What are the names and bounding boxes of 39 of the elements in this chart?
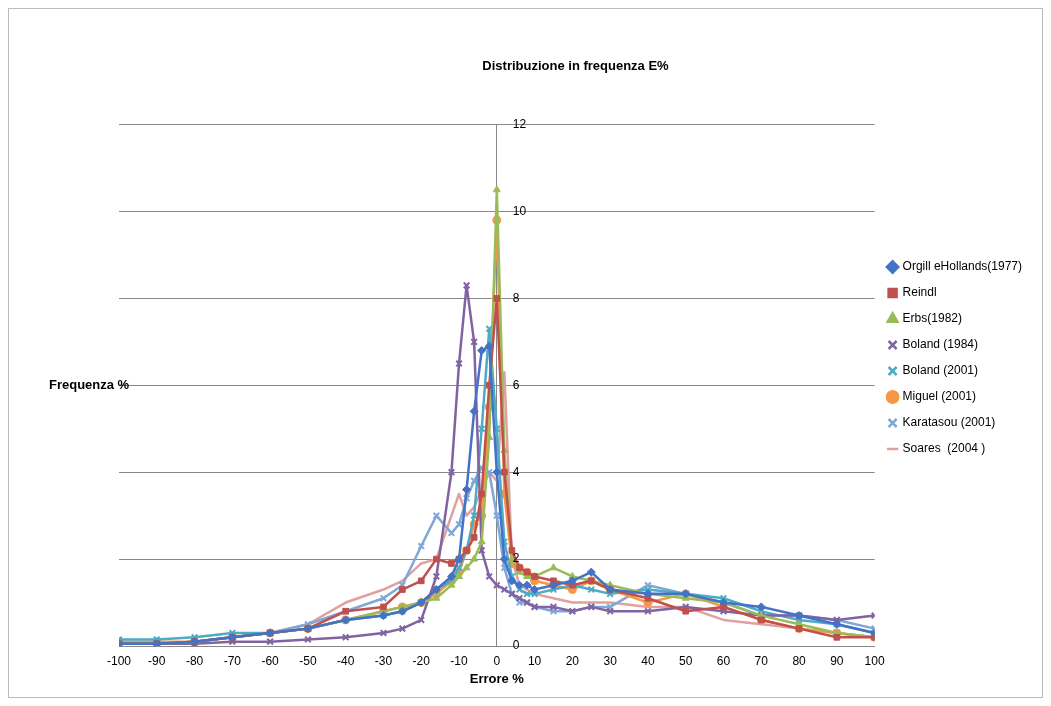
y-tick-label: 10 [512, 203, 527, 218]
x-tick-label: 10 [527, 653, 542, 668]
legend-label: Boland (1984) [902, 337, 978, 352]
y-tick-label: 12 [512, 116, 527, 131]
x-tick-label: 30 [603, 653, 618, 668]
legend-label: Miguel (2001) [902, 389, 976, 404]
x-tick-label: 20 [565, 653, 580, 668]
x-tick-label: -90 [148, 653, 166, 668]
x-tick-label: 70 [754, 653, 769, 668]
x-tick-label: 40 [641, 653, 655, 668]
x-tick-label: -50 [299, 653, 317, 668]
x-tick-label: 100 [864, 653, 885, 668]
y-tick-label: 4 [512, 464, 520, 479]
x-tick-label: -100 [106, 653, 132, 668]
x-tick-label: -20 [412, 653, 431, 668]
legend-label: Karatasou (2001) [902, 415, 996, 430]
y-tick-label: 6 [512, 377, 520, 392]
legend-label: Reindl [902, 285, 937, 300]
x-tick-label: -80 [185, 653, 204, 668]
legend-label: Orgill eHollands(1977) [902, 259, 1022, 274]
x-tick-label: 80 [792, 653, 807, 668]
x-tick-label: -30 [374, 653, 393, 668]
x-tick-label: -70 [223, 653, 242, 668]
y-tick-label: 2 [512, 551, 520, 566]
x-tick-label: 60 [716, 653, 731, 668]
x-tick-label: 50 [679, 653, 693, 668]
legend-label: Soares (2004 ) [902, 441, 986, 456]
x-tick-label: -40 [337, 653, 355, 668]
x-tick-label: -10 [450, 653, 469, 668]
x-tick-label: -60 [261, 653, 280, 668]
x-tick-label: 0 [493, 653, 501, 668]
y-tick-label: 8 [512, 290, 520, 305]
y-axis-title: Frequenza % [49, 376, 130, 392]
x-tick-label: 90 [830, 653, 844, 668]
legend-label: Boland (2001) [902, 363, 978, 378]
y-tick-label: 0 [512, 638, 520, 653]
x-axis-title: Errore % [469, 670, 525, 686]
chart-title: Distribuzione in frequenza E% [482, 58, 670, 74]
legend-label: Erbs(1982) [902, 311, 962, 326]
